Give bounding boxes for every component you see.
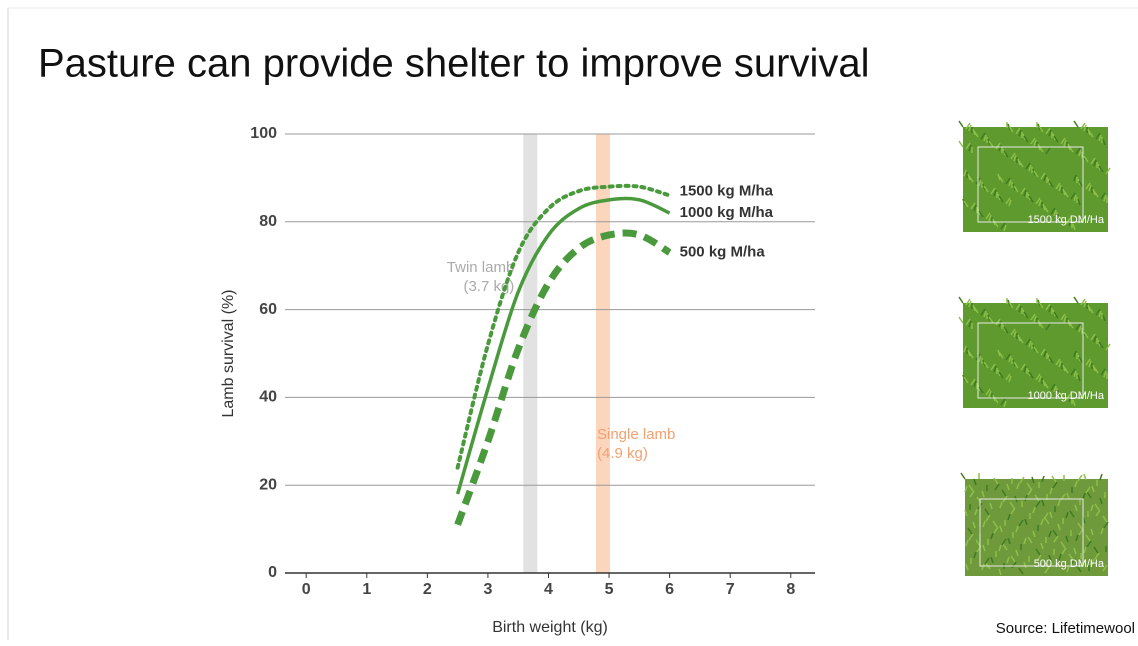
- x-tick-label: 3: [483, 581, 492, 598]
- photo: 500 kg DM/Ha: [961, 473, 1108, 576]
- y-tick-label: 20: [259, 476, 277, 493]
- source: Source: Lifetimewool: [996, 620, 1135, 637]
- photo-caption: 500 kg DM/Ha: [1034, 558, 1105, 570]
- x-tick-label: 6: [665, 581, 674, 598]
- y-axis-label: Lamb survival (%): [220, 289, 237, 417]
- x-tick-label: 0: [302, 581, 311, 598]
- y-tick-label: 40: [259, 389, 277, 406]
- x-tick-label: 1: [362, 581, 371, 598]
- slide: Pasture can provide shelter to improve s…: [0, 0, 1138, 646]
- band: [523, 134, 537, 573]
- y-tick-label: 80: [259, 213, 277, 230]
- slide-title: Pasture can provide shelter to improve s…: [38, 42, 869, 86]
- grass: [959, 297, 963, 303]
- x-tick-label: 7: [726, 581, 735, 598]
- grass: [959, 317, 963, 323]
- grass: [1074, 121, 1078, 127]
- band-label: Single lamb: [597, 426, 675, 443]
- y-tick-label: 60: [259, 301, 277, 318]
- band-label: (4.9 kg): [597, 445, 648, 462]
- series-label: 500 kg M/ha: [680, 243, 766, 260]
- photo-caption: 1500 kg DM/Ha: [1028, 214, 1105, 226]
- x-tick-label: 4: [544, 581, 553, 598]
- photo: 1000 kg DM/Ha: [959, 297, 1110, 408]
- series-label: 1500 kg M/ha: [680, 182, 774, 199]
- x-tick-label: 2: [423, 581, 432, 598]
- series-label: 1000 kg M/ha: [680, 204, 774, 221]
- y-tick-label: 0: [268, 564, 277, 581]
- x-tick-label: 8: [786, 581, 795, 598]
- grass: [961, 473, 965, 479]
- grass: [959, 121, 963, 127]
- x-axis-label: Birth weight (kg): [492, 619, 608, 636]
- x-tick-label: 5: [605, 581, 614, 598]
- photo-caption: 1000 kg DM/Ha: [1028, 390, 1105, 402]
- grass: [959, 141, 963, 147]
- photo: 1500 kg DM/Ha: [959, 121, 1110, 232]
- y-tick-label: 100: [250, 125, 277, 142]
- grass: [1074, 297, 1078, 303]
- band-label: Twin lamb: [447, 259, 515, 276]
